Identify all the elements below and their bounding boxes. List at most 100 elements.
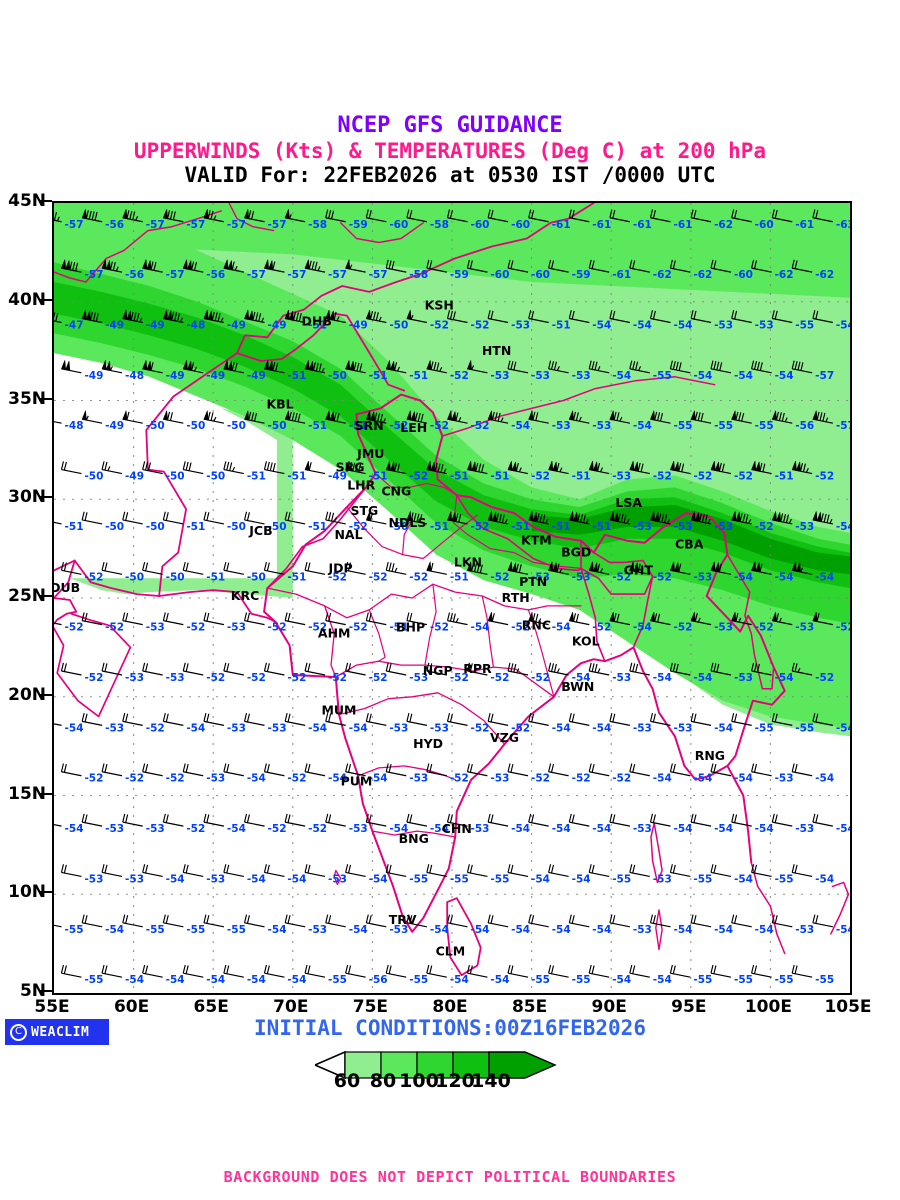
temperature-value: -51 xyxy=(287,370,306,382)
temperature-value: -51 xyxy=(206,571,225,583)
city-label: KSH xyxy=(425,298,454,313)
wind-barb xyxy=(690,511,712,525)
wind-barb xyxy=(365,209,387,223)
wind-barb xyxy=(142,360,163,374)
temperature-value: -51 xyxy=(65,521,84,533)
wind-barb xyxy=(223,360,244,374)
temperature-value: -58 xyxy=(308,219,327,231)
y-axis-tick-label: 25N xyxy=(8,586,46,606)
wind-barb xyxy=(325,914,346,928)
wind-barb xyxy=(325,209,346,223)
temperature-value: -51 xyxy=(450,471,469,483)
temperature-value: -55 xyxy=(572,974,591,986)
temperature-value: -52 xyxy=(511,622,530,634)
temperature-value: -52 xyxy=(308,823,327,835)
colorbar-swatches xyxy=(315,1050,557,1080)
wind-barb xyxy=(447,511,468,525)
wind-barb xyxy=(771,914,793,928)
wind-barb xyxy=(487,511,509,525)
city-label: RTH xyxy=(502,590,530,605)
temperature-value: -54 xyxy=(673,319,692,331)
wind-barb xyxy=(466,763,488,777)
temperature-value: -54 xyxy=(815,773,834,785)
wind-barb xyxy=(548,561,569,575)
wind-barb xyxy=(466,561,488,575)
temperature-value: -52 xyxy=(84,672,103,684)
y-axis-tick xyxy=(40,990,52,992)
temperature-value: -52 xyxy=(531,672,550,684)
colorbar xyxy=(0,1048,900,1106)
wind-barb xyxy=(101,360,123,374)
temperature-value: -54 xyxy=(653,773,672,785)
wind-barb xyxy=(609,612,631,626)
wind-barb xyxy=(223,763,244,777)
wind-barb xyxy=(304,864,326,878)
wind-barb xyxy=(812,612,833,626)
temperature-value: -51 xyxy=(409,370,428,382)
temperature-value: -55 xyxy=(65,924,84,936)
wind-barb xyxy=(690,209,712,223)
wind-barb xyxy=(182,864,204,878)
temperature-value: -53 xyxy=(633,823,652,835)
temperature-value: -54 xyxy=(511,420,530,432)
temperature-value: -55 xyxy=(186,924,205,936)
city-label: BHP xyxy=(396,620,425,635)
wind-barb xyxy=(446,209,468,223)
temperature-value: -52 xyxy=(471,319,490,331)
temperature-value: -53 xyxy=(409,672,428,684)
colorbar-tick-label: 80 xyxy=(369,1070,397,1092)
wind-barb xyxy=(690,813,712,827)
city-label: SRN xyxy=(355,418,384,433)
temperature-value: -54 xyxy=(287,974,306,986)
temperature-value: -52 xyxy=(612,571,631,583)
wind-barb xyxy=(791,662,813,676)
wind-barb xyxy=(263,864,285,878)
temperature-value: -54 xyxy=(65,722,84,734)
wind-barb xyxy=(325,511,346,525)
temperature-value: -55 xyxy=(328,974,347,986)
temperature-value: -52 xyxy=(84,571,103,583)
wind-barb xyxy=(284,309,306,324)
temperature-value: -54 xyxy=(511,924,530,936)
wind-barb xyxy=(243,914,265,928)
wind-barb xyxy=(81,410,103,424)
temperature-value: -50 xyxy=(268,521,287,533)
temperature-value: -50 xyxy=(84,471,103,483)
city-label: HTN xyxy=(482,343,511,358)
temperature-value: -52 xyxy=(471,521,490,533)
temperature-value: -55 xyxy=(409,873,428,885)
temperature-value: -60 xyxy=(471,219,490,231)
temperature-value: -50 xyxy=(146,521,165,533)
temperature-value: -54 xyxy=(369,873,388,885)
wind-barb xyxy=(385,964,407,978)
wind-barb xyxy=(812,914,833,928)
wind-barb xyxy=(751,460,772,475)
temperature-value: -49 xyxy=(146,319,165,331)
temperature-value: -62 xyxy=(815,269,834,281)
wind-barb xyxy=(791,259,813,273)
temperature-value: -51 xyxy=(775,471,794,483)
wind-barb xyxy=(60,964,82,978)
temperature-value: -54 xyxy=(572,873,591,885)
wind-barb xyxy=(162,612,184,626)
wind-barb xyxy=(812,310,833,324)
temperature-value: -56 xyxy=(795,420,814,432)
wind-barb xyxy=(81,713,103,726)
city-label: HYD xyxy=(413,736,443,751)
temperature-value: -60 xyxy=(531,269,550,281)
wind-barb xyxy=(345,360,366,374)
wind-barb xyxy=(669,259,691,273)
wind-barb xyxy=(54,723,62,726)
temperature-value: -54 xyxy=(206,974,225,986)
x-axis-tick-label: 100E xyxy=(744,997,792,1017)
wind-barb xyxy=(487,713,509,726)
temperature-value: -54 xyxy=(815,571,834,583)
temperature-value: -52 xyxy=(450,773,469,785)
temperature-value: -52 xyxy=(471,722,490,734)
temperature-value: -52 xyxy=(430,319,449,331)
wind-barb xyxy=(791,763,813,777)
temperature-value: -52 xyxy=(206,672,225,684)
temperature-value: -55 xyxy=(84,974,103,986)
wind-barb xyxy=(122,410,143,424)
wind-barb xyxy=(446,612,468,626)
